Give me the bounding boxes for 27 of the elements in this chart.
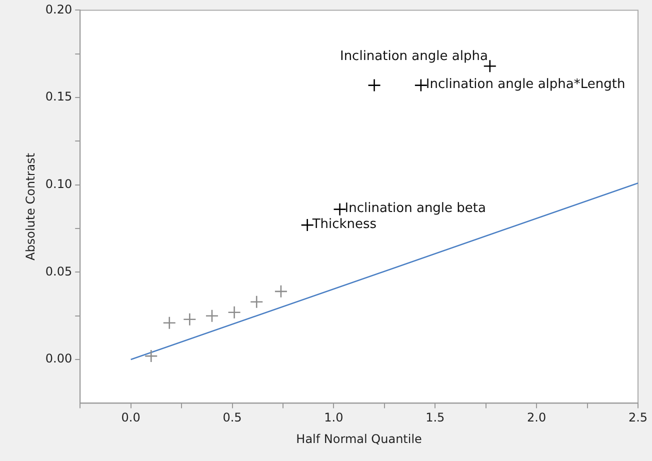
point: [333, 202, 346, 216]
point: [205, 309, 219, 323]
x-tick-label: 0.0: [121, 410, 140, 425]
annotation: Inclination angle alpha*Length: [426, 77, 626, 92]
point: [228, 306, 241, 320]
y-axis-title: Absolute Contrast: [23, 152, 38, 260]
point: [250, 295, 264, 309]
annotation: Inclination angle alpha: [340, 48, 488, 64]
x-tick-label: 2.5: [628, 410, 648, 425]
point: [183, 312, 196, 326]
annotation: Thickness: [311, 216, 377, 232]
y-tick-label: 0.15: [45, 90, 72, 104]
x-tick-label: 2.0: [527, 410, 546, 425]
y-tick-label: 0.10: [45, 176, 72, 191]
y-tick-label: 0.00: [45, 352, 72, 366]
y-tick-label: 0.05: [45, 264, 72, 278]
point: [274, 284, 288, 298]
annotation: Inclination angle beta: [344, 201, 486, 216]
x-axis-title: Half Normal Quantile: [296, 432, 422, 446]
point: [144, 349, 158, 363]
x-tick-label: 1.5: [426, 410, 445, 425]
x-tick-label: 1.0: [324, 410, 344, 425]
point: [368, 78, 381, 92]
y-tick-label: 0.20: [45, 2, 72, 16]
point: [162, 316, 176, 330]
point: [414, 78, 428, 92]
x-tick-label: 0.5: [222, 410, 242, 425]
